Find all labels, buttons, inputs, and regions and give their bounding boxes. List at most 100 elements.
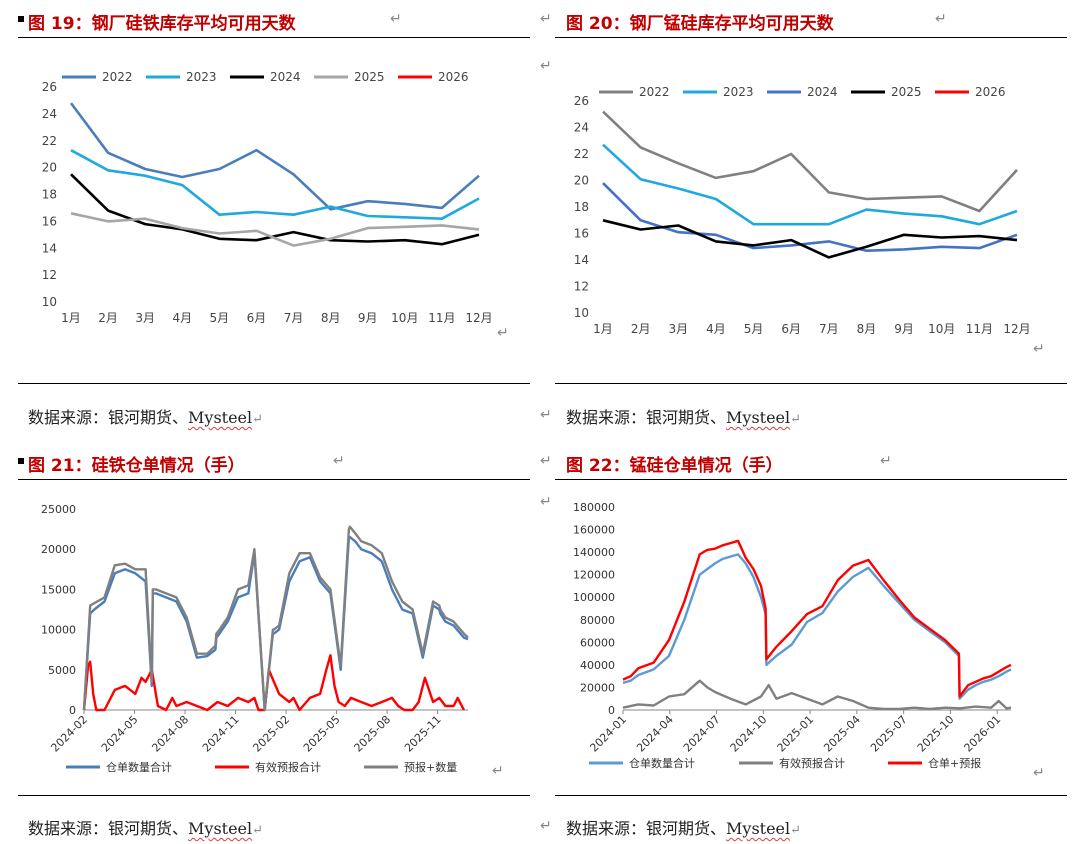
y-tick-label: 100000 xyxy=(573,591,615,604)
y-tick-label: 10000 xyxy=(41,624,76,637)
x-tick-label: 2025-07 xyxy=(868,713,910,755)
x-tick-label: 12月 xyxy=(465,311,492,325)
y-tick-label: 18 xyxy=(42,188,57,202)
source-brand: Mysteel xyxy=(726,819,791,838)
legend-label-2022: 2022 xyxy=(102,70,133,84)
source-note-21: 数据来源：银河期货、Mysteel↵ xyxy=(28,819,264,838)
title-rule xyxy=(555,479,1067,480)
y-tick-label: 120000 xyxy=(573,569,615,582)
series-line-2025 xyxy=(70,212,480,247)
legend-label-2025: 2025 xyxy=(891,85,922,99)
source-note-22: 数据来源：银河期货、Mysteel↵ xyxy=(566,819,802,838)
y-tick-label: 160000 xyxy=(573,524,615,537)
x-tick-label: 9月 xyxy=(358,311,378,325)
x-tick-label: 6月 xyxy=(781,322,801,336)
x-tick-label: 6月 xyxy=(247,311,267,325)
source-note-19: 数据来源：银河期货、Mysteel↵ xyxy=(28,408,264,427)
return-mark: ↵ xyxy=(935,11,947,27)
y-tick-label: 0 xyxy=(69,704,76,717)
x-tick-label: 2026-01 xyxy=(962,713,1004,755)
series-line-1 xyxy=(82,654,465,712)
series-line-2023 xyxy=(602,143,1018,226)
x-tick-label: 1月 xyxy=(61,311,81,325)
figure-19-title: 图 19：钢厂硅铁库存平均可用天数 xyxy=(28,14,296,34)
y-tick-label: 26 xyxy=(574,94,589,108)
x-tick-label: 2025-11 xyxy=(402,713,444,755)
y-tick-label: 12 xyxy=(574,280,589,294)
y-tick-label: 26 xyxy=(42,80,57,94)
return-mark: ↵ xyxy=(540,11,552,27)
return-mark: ↵ xyxy=(1033,341,1045,357)
series-line-2025 xyxy=(602,219,1018,259)
legend-label-2022: 2022 xyxy=(639,85,670,99)
legend-label-2026: 2026 xyxy=(975,85,1006,99)
return-mark: ↵ xyxy=(540,407,552,423)
x-tick-label: 2024-02 xyxy=(48,713,90,755)
legend-label-2: 预报+数量 xyxy=(404,760,457,774)
legend-label-2025: 2025 xyxy=(354,70,385,84)
figure-21-title: 图 21：硅铁仓单情况（手） xyxy=(28,456,245,476)
section-rule xyxy=(555,383,1067,384)
x-tick-label: 2024-07 xyxy=(681,713,723,755)
legend-label-0: 仓单数量合计 xyxy=(629,756,695,770)
y-tick-label: 20 xyxy=(42,161,57,175)
y-tick-label: 10 xyxy=(42,295,57,309)
y-tick-label: 14 xyxy=(42,241,57,255)
section-rule xyxy=(18,383,530,384)
y-tick-label: 16 xyxy=(42,214,57,228)
x-tick-label: 5月 xyxy=(210,311,230,325)
x-tick-label: 11月 xyxy=(428,311,455,325)
y-tick-label: 24 xyxy=(574,121,589,135)
return-mark: ↵ xyxy=(390,11,402,27)
x-tick-label: 2025-10 xyxy=(915,713,957,755)
x-tick-label: 7月 xyxy=(284,311,304,325)
y-tick-label: 22 xyxy=(574,147,589,161)
legend-label-2023: 2023 xyxy=(186,70,217,84)
x-tick-label: 11月 xyxy=(966,322,993,336)
return-mark: ↵ xyxy=(540,453,552,469)
title-rule xyxy=(18,37,530,38)
y-tick-label: 60000 xyxy=(580,636,615,649)
y-tick-label: 5000 xyxy=(48,664,76,677)
series-line-1 xyxy=(622,679,1012,711)
x-tick-label: 12月 xyxy=(1003,322,1030,336)
source-note-20: 数据来源：银河期货、Mysteel↵ xyxy=(566,408,802,427)
y-tick-label: 16 xyxy=(574,227,589,241)
x-tick-label: 2025-02 xyxy=(250,713,292,755)
y-tick-label: 180000 xyxy=(573,501,615,514)
title-rule xyxy=(555,37,1067,38)
source-brand: Mysteel xyxy=(188,408,253,427)
return-mark: ↵ xyxy=(540,58,552,74)
y-tick-label: 20 xyxy=(574,174,589,188)
x-tick-label: 2025-04 xyxy=(821,713,863,755)
y-tick-label: 14 xyxy=(574,253,589,267)
figure-22-title: 图 22：锰硅仓单情况（手） xyxy=(566,456,783,476)
legend-label-2: 仓单+预报 xyxy=(928,756,981,770)
section-rule xyxy=(555,795,1067,796)
series-line-2022 xyxy=(69,102,480,211)
x-tick-label: 2024-01 xyxy=(587,713,629,755)
x-tick-label: 9月 xyxy=(894,322,914,336)
legend-label-0: 仓单数量合计 xyxy=(106,760,172,774)
return-mark: ↵ xyxy=(492,763,504,779)
x-tick-label: 2月 xyxy=(631,322,651,336)
series-line-2023 xyxy=(70,149,480,220)
return-mark: ↵ xyxy=(880,453,892,469)
y-tick-label: 80000 xyxy=(580,614,615,627)
series-line-2 xyxy=(622,539,1012,698)
series-line-2022 xyxy=(602,110,1018,213)
x-tick-label: 2024-05 xyxy=(99,713,141,755)
y-tick-label: 18 xyxy=(574,200,589,214)
legend-label-2026: 2026 xyxy=(438,70,469,84)
series-line-0 xyxy=(622,553,1012,700)
bullet-21 xyxy=(18,458,24,464)
x-tick-label: 10月 xyxy=(391,311,418,325)
y-tick-label: 20000 xyxy=(580,681,615,694)
title-rule xyxy=(18,479,530,480)
figure-20-title: 图 20：钢厂锰硅库存平均可用天数 xyxy=(566,14,834,34)
y-tick-label: 0 xyxy=(608,704,615,717)
y-tick-label: 40000 xyxy=(580,659,615,672)
x-tick-label: 8月 xyxy=(321,311,341,325)
